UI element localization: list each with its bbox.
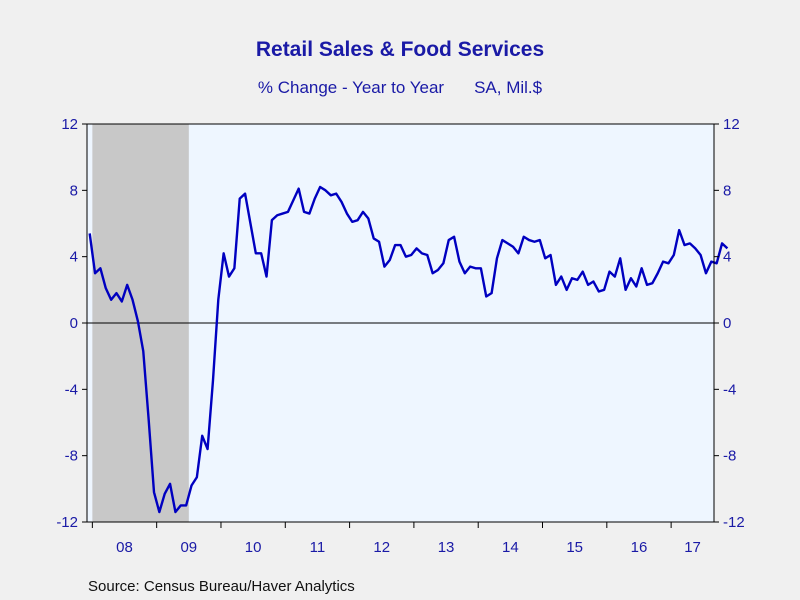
x-year-label: 17 — [684, 539, 701, 556]
x-year-label: 10 — [245, 539, 262, 556]
subtitle-adjustment: SA, Mil.$ — [474, 78, 543, 97]
x-year-label: 14 — [502, 539, 519, 556]
y-tick-label-right: 8 — [723, 182, 731, 199]
y-tick-label-left: 8 — [70, 182, 78, 199]
y-tick-label-right: -12 — [723, 514, 745, 531]
chart-title: Retail Sales & Food Services — [255, 38, 545, 61]
x-year-label: 11 — [310, 539, 326, 556]
x-year-label: 12 — [373, 539, 390, 556]
y-tick-label-left: 4 — [70, 249, 78, 266]
x-year-label: 08 — [116, 539, 133, 556]
x-year-label: 15 — [566, 539, 583, 556]
source-note: Source: Census Bureau/Haver Analytics — [88, 578, 355, 595]
y-tick-label-left: -12 — [56, 514, 78, 531]
subtitle-units: % Change - Year to Year — [257, 78, 445, 97]
y-tick-label-left: -8 — [65, 448, 78, 465]
y-tick-label-right: 4 — [723, 249, 731, 266]
y-tick-label-left: 12 — [61, 116, 78, 133]
series-line — [88, 185, 729, 514]
x-year-label: 09 — [180, 539, 197, 556]
chart-subtitle: % Change - Year to Year SA, Mil.$ — [0, 78, 800, 98]
y-tick-label-right: 12 — [723, 116, 740, 133]
y-tick-label-right: 0 — [723, 315, 731, 332]
x-year-label: 16 — [631, 539, 648, 556]
y-tick-label-left: -4 — [65, 381, 78, 398]
y-tick-label-right: -8 — [723, 448, 736, 465]
x-year-label: 13 — [438, 539, 455, 556]
y-tick-label-right: -4 — [723, 381, 736, 398]
y-tick-label-left: 0 — [70, 315, 78, 332]
